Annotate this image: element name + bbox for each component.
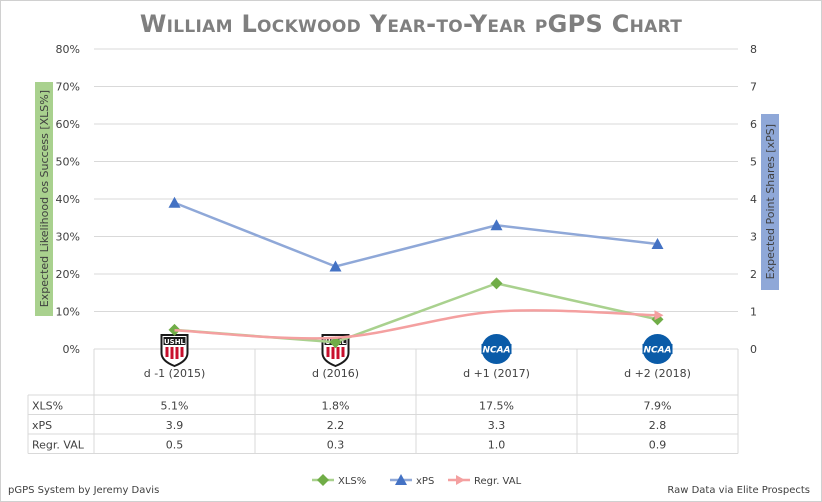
y-right-tick-label: 6 (750, 118, 757, 131)
ushl-stripe (326, 347, 330, 357)
ushl-logo-icon: USHL (160, 334, 189, 368)
legend: XLS% xPS Regr. VAL (312, 474, 522, 487)
ushl-stripe (170, 347, 174, 359)
y-left-tick-label: 40% (56, 193, 80, 206)
ushl-stripe (336, 347, 340, 359)
gridlines (94, 48, 738, 350)
table-cell: 0.3 (327, 439, 345, 452)
series-point-xls (168, 323, 181, 336)
ncaa-logo-text: NCAA (643, 346, 671, 356)
axis-ticks: 0% 0 10% 1 20% 2 30% 3 40% 4 50% 5 60% 6 70% 7 80% 8 (56, 43, 757, 356)
series-point-regr-val (654, 310, 664, 321)
y-left-tick-label: 70% (56, 81, 80, 94)
category-logos: USHLUSHLNCAANCAA (160, 334, 673, 368)
table-cell: 1.8% (322, 400, 350, 413)
chart-title: William Lockwood Year-to-Year pGPS Chart (139, 10, 683, 38)
y-axis-left-label: Expected Likelihood os Success [XLS%] (35, 82, 53, 316)
ushl-stripe (180, 347, 184, 357)
table-cell: 17.5% (479, 400, 514, 413)
y-left-tick-label: 0% (63, 343, 80, 356)
category-label: d +2 (2018) (624, 367, 691, 380)
footer-source: Raw Data via Elite Prospects (667, 485, 810, 496)
ncaa-logo-icon: NCAA (481, 334, 512, 364)
y-right-tick-label: 8 (750, 43, 757, 56)
series-point-xps (490, 219, 503, 231)
y-right-tick-label: 2 (750, 268, 757, 281)
table-row-label: Regr. VAL (32, 439, 85, 452)
series-point-xps (651, 238, 664, 249)
legend-label-regr-val: Regr. VAL (474, 476, 522, 487)
y-right-tick-label: 7 (750, 81, 757, 94)
series-line-regr-val (174, 309, 658, 340)
series-line-xps (174, 201, 658, 268)
table-cell: 5.1% (161, 400, 189, 413)
table-cell: 0.5 (166, 439, 184, 452)
table-cell: 3.9 (166, 419, 184, 432)
table-cell: 1.0 (488, 439, 506, 452)
table-cell: 7.9% (644, 400, 672, 413)
category-label: d -1 (2015) (144, 367, 206, 380)
y-right-tick-label: 4 (750, 193, 757, 206)
ncaa-band (481, 344, 512, 354)
category-label: d (2016) (312, 367, 359, 380)
legend-label-xls: XLS% (338, 476, 366, 487)
y-left-tick-label: 50% (56, 156, 80, 169)
legend-marker-xls (317, 474, 329, 486)
legend-marker-xps (395, 474, 407, 485)
y-left-tick-label: 10% (56, 306, 80, 319)
y-left-tick-label: 80% (56, 43, 80, 56)
table-cell: 3.3 (488, 419, 506, 432)
ushl-stripe (165, 347, 169, 357)
table-row-label: xPS (32, 419, 52, 432)
series-point-xps (329, 260, 342, 272)
ushl-stripe (341, 347, 345, 357)
series-point-xls (329, 336, 342, 349)
y-right-tick-label: 0 (750, 343, 757, 356)
y-left-tick-label: 30% (56, 231, 80, 244)
y-axis-right-label: Expected Point Shares [xPS] (761, 114, 779, 290)
ncaa-band (642, 344, 673, 354)
ushl-top-band (163, 337, 186, 345)
ushl-stripe (331, 347, 335, 359)
table-row-label: XLS% (32, 400, 63, 413)
series-point-xps (168, 196, 181, 208)
ncaa-logo-text: NCAA (482, 346, 510, 356)
legend-marker-regr-val (456, 475, 465, 485)
table-cell: 2.8 (649, 419, 667, 432)
footer-credit: pGPS System by Jeremy Davis (8, 485, 160, 496)
series-point-xls (490, 277, 503, 290)
ushl-logo-text: USHL (164, 338, 186, 346)
legend-label-xps: xPS (416, 476, 434, 487)
y-right-tick-label: 1 (750, 306, 757, 319)
table-cell: 2.2 (327, 419, 345, 432)
ushl-stripe (175, 347, 179, 359)
y-left-tick-label: 20% (56, 268, 80, 281)
series-lines (168, 196, 664, 349)
data-table: XLS% 5.1% 1.8% 17.5% 7.9% xPS 3.9 2.2 3.3 2.8 Regr… (27, 349, 739, 454)
y-right-tick-label: 3 (750, 231, 757, 244)
y-left-tick-label: 60% (56, 118, 80, 131)
category-label: d +1 (2017) (463, 367, 530, 380)
y-right-tick-label: 5 (750, 156, 757, 169)
ncaa-logo-icon: NCAA (642, 334, 673, 364)
table-cell: 0.9 (649, 439, 667, 452)
